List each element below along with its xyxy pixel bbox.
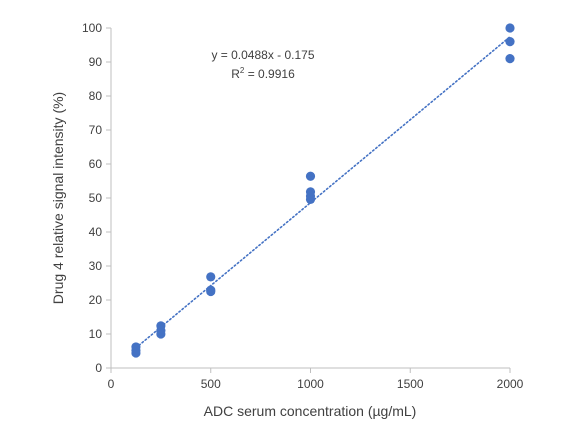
y-tick-label: 60 [89,157,103,171]
data-point [305,171,316,181]
data-points [131,23,515,358]
trendline [135,35,511,349]
trendline-group [135,35,511,349]
data-point [131,348,141,358]
y-tick-label: 30 [89,259,103,273]
y-tick-label: 20 [89,293,103,307]
data-point [206,286,216,297]
y-tick-label: 80 [89,89,103,103]
x-tick-label: 500 [201,377,221,391]
x-tick-label: 2000 [497,377,524,391]
r-squared-label: R2 = 0.9916 [231,66,295,81]
data-point [305,194,316,204]
x-tick-label: 1000 [297,377,324,391]
trendline-equation: y = 0.0488x - 0.175 [211,48,314,62]
y-tick-label: 10 [89,327,103,341]
x-tick-label: 1500 [397,377,424,391]
y-axis-title: Drug 4 relative signal intensity (%) [50,92,66,304]
data-point [505,23,515,33]
y-tick-label: 40 [89,225,103,239]
y-tick-label: 0 [95,361,102,375]
y-tick-label: 90 [89,55,103,69]
y-tick-label: 50 [89,191,103,205]
y-tick-label: 70 [89,123,103,137]
r-squared-value: = 0.9916 [244,67,295,81]
y-tick-label: 100 [82,21,102,35]
data-point [505,54,515,64]
r-squared-prefix: R [231,67,240,81]
data-point [206,272,216,282]
data-point [156,329,166,339]
r-squared-exponent: 2 [240,66,245,75]
data-point [505,37,515,47]
x-tick-label: 0 [108,377,115,391]
x-axis-title: ADC serum concentration (µg/mL) [204,403,417,419]
